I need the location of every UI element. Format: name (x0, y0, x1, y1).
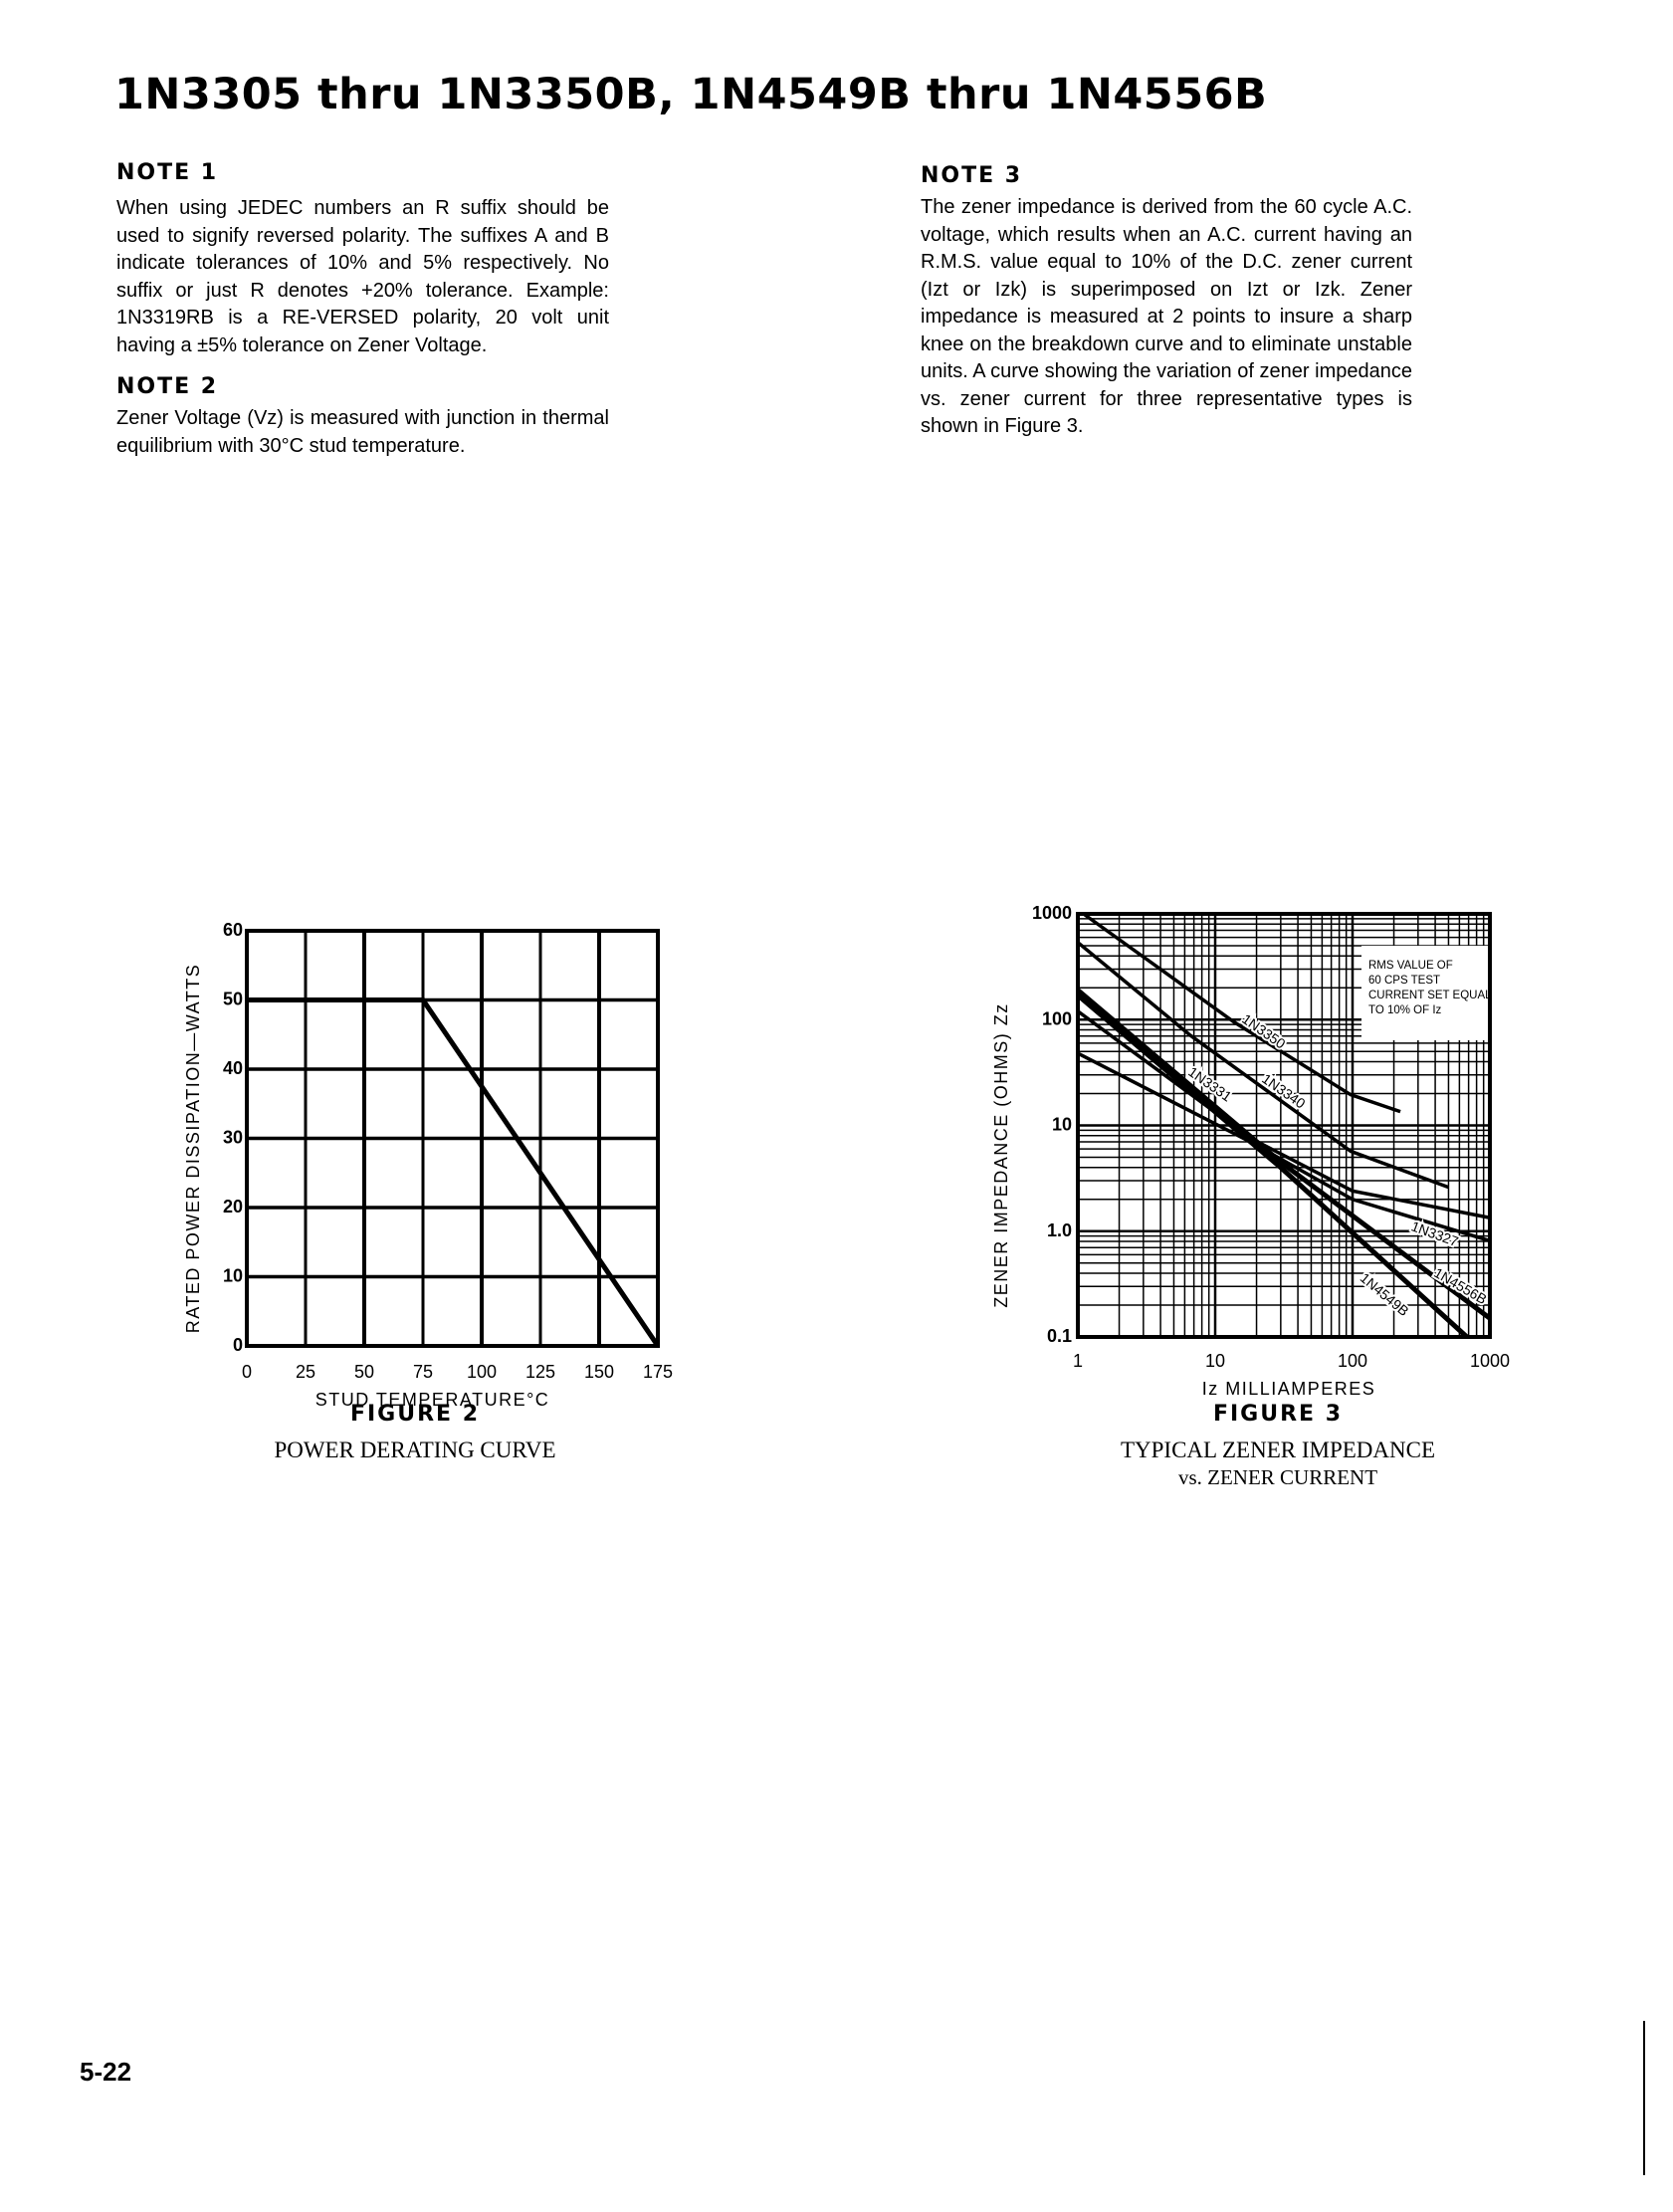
x-tick-label: 175 (643, 1362, 673, 1382)
y-tick-label: 50 (223, 990, 243, 1009)
y-tick-label: 20 (223, 1197, 243, 1217)
y-tick-label: 10 (1052, 1115, 1072, 1135)
note-2-body: Zener Voltage (Vz) is measured with junc… (116, 407, 609, 457)
y-tick-label: 0.1 (1047, 1326, 1072, 1346)
annotation-text: CURRENT SET EQUAL (1368, 990, 1492, 1001)
x-axis-label: STUD TEMPERATURE°C (315, 1390, 550, 1410)
impedance-curve (1082, 912, 1401, 1114)
annotation-text: RMS VALUE OF (1368, 960, 1453, 972)
power-derating-chart: 0 25 50 75 100 125 150 175 0 10 20 30 40 50 60 STUD TEM… (183, 920, 673, 1410)
x-tick-label: 1000 (1470, 1351, 1510, 1371)
y-tick-label: 0 (233, 1335, 243, 1355)
y-axis-label: RATED POWER DISSIPATION—WATTS (183, 964, 203, 1334)
note-3-body: The zener impedance is derived from the … (921, 196, 1412, 437)
x-tick-label: 10 (1205, 1351, 1225, 1371)
x-axis-label: Iz MILLIAMPERES (1202, 1379, 1376, 1399)
derating-curve (247, 997, 661, 1348)
notes-right-column: NOTE 3 The zener impedance is derived fr… (921, 162, 1412, 441)
plot-frame (245, 929, 660, 1348)
zener-impedance-chart: RMS VALUE OF 60 CPS TEST CURRENT SET EQUAL… (991, 903, 1510, 1399)
impedance-curve (1076, 988, 1492, 1321)
plot-frame (1076, 912, 1492, 1339)
x-tick-label: 125 (525, 1362, 555, 1382)
x-tick-label: 0 (242, 1362, 252, 1382)
impedance-curve (1077, 1051, 1491, 1243)
y-tick-label: 40 (223, 1058, 243, 1078)
note-2-heading: NOTE 2 (116, 374, 219, 399)
x-tick-label: 50 (354, 1362, 374, 1382)
figure-2-label: FIGURE 2 (349, 1402, 481, 1427)
x-tick-label: 25 (296, 1362, 315, 1382)
page-title: 1N3305 thru 1N3350B, 1N4549B thru 1N4556… (114, 70, 1268, 119)
x-tick-label: 100 (467, 1362, 497, 1382)
y-tick-label: 100 (1042, 1008, 1072, 1028)
x-tick-label: 1 (1073, 1351, 1083, 1371)
annotation-text: 60 CPS TEST (1368, 975, 1440, 987)
annotation-text: TO 10% OF Iz (1368, 1004, 1442, 1016)
y-axis-label: ZENER IMPEDANCE (OHMS) Zz (991, 1002, 1011, 1308)
figure-2-caption: POWER DERATING CURVE (274, 1438, 556, 1462)
impedance-curve (1076, 941, 1450, 1190)
note-1-body: When using JEDEC numbers an R suffix sho… (116, 197, 609, 356)
curve-label: 1N3331 (1185, 1063, 1235, 1104)
figure-3-caption-line-1: TYPICAL ZENER IMPEDANCE (1120, 1438, 1436, 1462)
figure-3-caption-line-2: vs. ZENER CURRENT (1177, 1465, 1378, 1489)
y-tick-label: 60 (223, 920, 243, 940)
y-tick-label: 1000 (1032, 903, 1072, 923)
x-tick-label: 150 (584, 1362, 614, 1382)
impedance-curve (1076, 993, 1469, 1339)
page-number: 5-22 (80, 2057, 132, 2087)
y-tick-label: 1.0 (1047, 1220, 1072, 1240)
figure-3-label: FIGURE 3 (1212, 1402, 1344, 1427)
note-3-heading: NOTE 3 (921, 163, 1023, 188)
x-tick-label: 100 (1338, 1351, 1367, 1371)
page-edge-rule (1643, 2021, 1645, 2175)
x-tick-label: 75 (413, 1362, 433, 1382)
annotation-box (1361, 946, 1488, 1040)
note-1-heading: NOTE 1 (116, 160, 219, 185)
notes-left-column: NOTE 1 When using JEDEC numbers an R suf… (116, 159, 609, 460)
y-tick-label: 10 (223, 1266, 243, 1286)
y-tick-label: 30 (223, 1128, 243, 1148)
impedance-curve (1076, 1009, 1491, 1219)
